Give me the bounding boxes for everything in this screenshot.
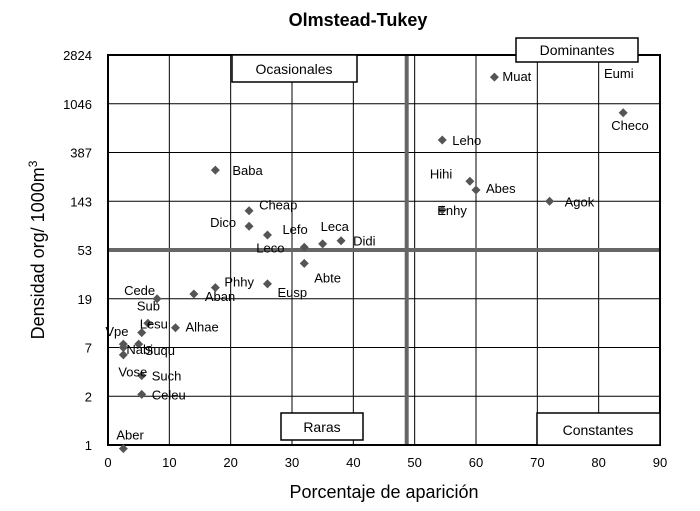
point-label: Lefo <box>282 222 307 237</box>
point-label: Eusp <box>277 285 307 300</box>
point-label: Muat <box>502 69 531 84</box>
point-label: Vpe <box>105 324 128 339</box>
x-tick-label: 30 <box>285 455 299 470</box>
point-label: Checo <box>611 118 649 133</box>
point-label: Nabi <box>126 342 153 357</box>
data-point <box>262 279 272 289</box>
data-point <box>137 371 147 381</box>
data-point <box>118 343 128 352</box>
data-point <box>210 165 220 175</box>
data-point <box>299 242 309 252</box>
x-tick-label: 50 <box>407 455 421 470</box>
x-tick-label: 0 <box>104 455 111 470</box>
point-label: Baba <box>232 163 263 178</box>
x-tick-label: 10 <box>162 455 176 470</box>
point-label: Hihi <box>430 166 453 181</box>
y-tick-label: 2 <box>85 389 92 404</box>
x-tick-label: 60 <box>469 455 483 470</box>
quadrant-label-constantes: Constantes <box>536 412 661 446</box>
point-label: Cede <box>124 283 155 298</box>
point-label: Abte <box>314 270 341 285</box>
data-point <box>189 289 199 299</box>
y-tick-label: 2824 <box>63 48 92 63</box>
point-label: Celeu <box>152 387 186 402</box>
data-point <box>437 135 447 145</box>
data-point <box>134 339 144 349</box>
data-points <box>118 72 628 454</box>
quadrant-label-constantes-text: Constantes <box>563 422 634 438</box>
data-point <box>244 221 254 231</box>
x-tick-label: 80 <box>591 455 605 470</box>
x-tick-label: 70 <box>530 455 544 470</box>
y-axis-label-superscript: 3 <box>26 160 40 167</box>
point-label: Abes <box>486 181 516 196</box>
data-point <box>471 185 481 195</box>
data-point <box>465 176 475 186</box>
point-label: Alhae <box>185 320 218 335</box>
x-axis-label: Porcentaje de aparición <box>289 482 478 502</box>
data-point <box>170 323 180 333</box>
x-tick-label: 90 <box>653 455 667 470</box>
data-point <box>262 230 272 240</box>
point-label: Vose <box>118 365 147 380</box>
y-tick-label: 1046 <box>63 97 92 112</box>
data-point <box>336 236 346 246</box>
data-point <box>143 318 153 328</box>
y-tick-label: 143 <box>70 194 92 209</box>
chart-title: Olmstead-Tukey <box>289 10 428 30</box>
point-label: Agok <box>565 194 595 209</box>
y-tick-label: 1 <box>85 438 92 453</box>
point-label: Leca <box>321 219 350 234</box>
data-point <box>318 239 328 249</box>
point-label: Eumi <box>604 66 634 81</box>
plot-frame <box>107 54 661 446</box>
y-tick-label: 7 <box>85 341 92 356</box>
point-label: Lesu <box>140 317 168 332</box>
point-label: Dico <box>210 215 236 230</box>
point-label: Leco <box>256 240 284 255</box>
point-label: Such <box>152 369 182 384</box>
quadrant-label-ocasionales-text: Ocasionales <box>255 61 332 77</box>
point-label: Didi <box>353 234 376 249</box>
quadrant-label-dominantes: Dominantes <box>515 37 639 63</box>
quadrant-label-raras-text: Raras <box>303 419 340 435</box>
point-label: Sub <box>137 298 160 313</box>
quadrant-label-ocasionales: Ocasionales <box>231 54 358 83</box>
quadrant-dividers <box>108 55 660 445</box>
data-point <box>244 206 254 216</box>
point-label: Cheap <box>259 198 297 213</box>
point-label: Leho <box>452 133 481 148</box>
point-labels: Muat Eumi Checo Leho Hihi Abes Agok Enhy Baba Che… <box>105 66 648 443</box>
y-axis-ticks: 1 2 7 19 53 143 387 1046 2824 <box>63 48 92 453</box>
point-label: Phhy <box>224 275 254 290</box>
data-point <box>299 258 309 268</box>
data-point <box>489 72 499 82</box>
x-axis-ticks: 0 10 20 30 40 50 60 70 80 90 <box>104 455 667 470</box>
y-tick-label: 19 <box>78 292 92 307</box>
data-point <box>437 205 447 215</box>
y-tick-label: 387 <box>70 146 92 161</box>
data-point <box>118 444 128 454</box>
x-tick-label: 20 <box>223 455 237 470</box>
data-point <box>118 350 128 360</box>
data-point <box>152 294 162 304</box>
point-label: Suqu <box>145 343 175 358</box>
data-point <box>618 108 628 118</box>
y-tick-label: 53 <box>78 243 92 258</box>
point-label: Enhy <box>437 203 467 218</box>
y-axis-label: Densidad org/ 1000m3 <box>26 160 48 339</box>
quadrant-label-raras: Raras <box>280 412 364 441</box>
quadrant-label-dominantes-text: Dominantes <box>540 42 615 58</box>
point-label: Aber <box>116 428 144 443</box>
x-tick-label: 40 <box>346 455 360 470</box>
data-point <box>137 389 147 399</box>
y-axis-label-text: Densidad org/ 1000m <box>28 167 48 339</box>
data-point <box>545 196 555 206</box>
data-point <box>210 283 220 293</box>
point-label: Aban <box>205 289 235 304</box>
data-point <box>137 328 147 338</box>
